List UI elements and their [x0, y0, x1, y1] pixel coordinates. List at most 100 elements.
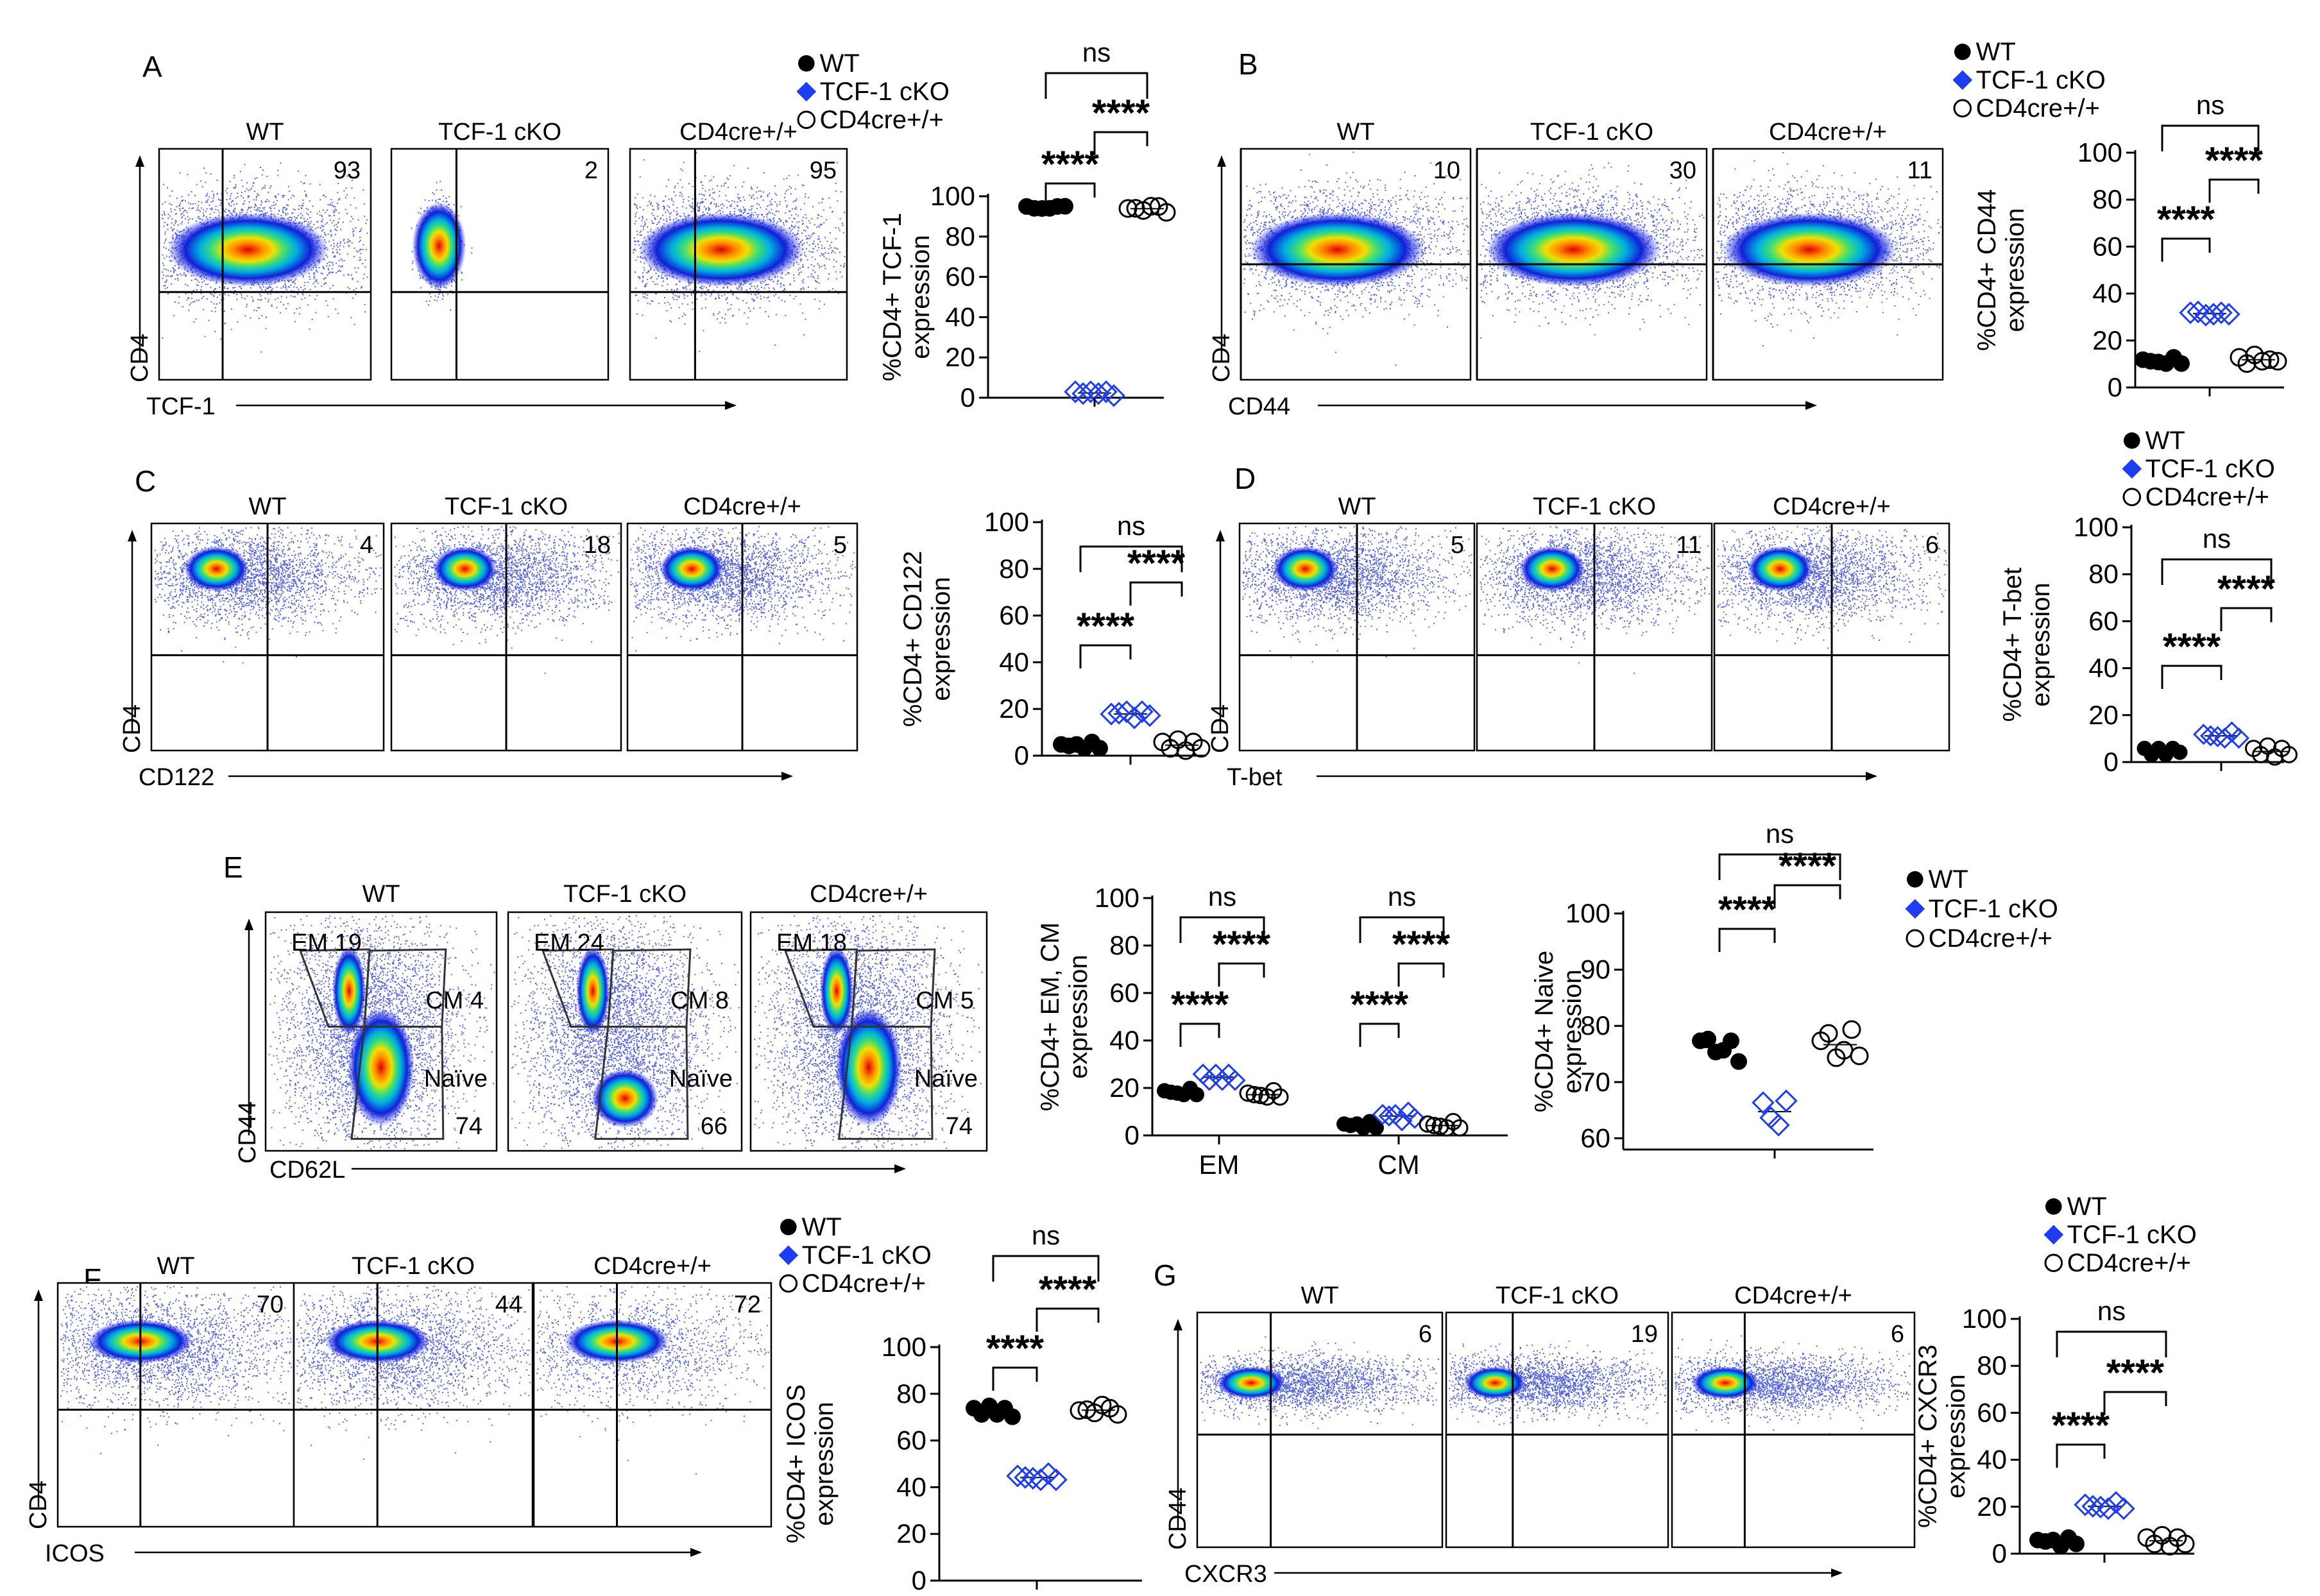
chart-E2-cre-point	[1850, 1046, 1869, 1065]
panel-D-plot-2-density-core	[1519, 546, 1585, 592]
chart-E2-sig-wt-cko: ****	[1718, 889, 1777, 931]
panel-D-x-arrow-head	[1866, 772, 1877, 781]
panel-G-plot-3-title: CD4cre+/+	[1734, 1282, 1852, 1309]
chart-C-bracket-wt-cko	[1079, 644, 1132, 668]
panel-A-plot-3-density-core	[638, 212, 804, 287]
chart-D-cko-point	[2213, 727, 2236, 749]
chart-E2-bracket-wt-cre	[1718, 853, 1841, 880]
chart-C-cko-point	[1130, 700, 1154, 724]
panel-E-plot-1-cm-label: CM 4	[425, 987, 484, 1014]
panel-D-plot-3-percent: 6	[1925, 532, 1939, 559]
panel-G-plot-2-events	[1449, 1340, 1667, 1427]
panel-E-plot-2-em-density	[576, 946, 610, 1036]
chart-F-cre-point	[1108, 1405, 1127, 1424]
chart-C-sig-wt-cre: ns	[1117, 511, 1145, 541]
chart-D-cko-point	[2199, 725, 2222, 747]
chart-D-cko-point	[2228, 727, 2250, 749]
chart-E2-bracket-wt-cko	[1718, 928, 1776, 952]
legend-B-wt-label: WT	[1976, 38, 2016, 66]
chart-B-sig-wt-cre: ns	[2196, 90, 2224, 120]
chart-B-cko-point	[2187, 300, 2210, 323]
chart-E2-y-label-line1: %CD4+ Naive	[1530, 951, 1558, 1112]
chart-A-cko-point	[1095, 380, 1118, 403]
chart-D-y-tick-label: 60	[2088, 606, 2119, 636]
panel-E-plot-3-cm-label: CM 5	[916, 987, 974, 1014]
panel-G-plot-2-density-core	[1463, 1366, 1526, 1400]
legend-G-wt-label: WT	[2067, 1193, 2107, 1221]
chart-F-sig-cko-cre: ****	[1039, 1269, 1097, 1311]
panel-F-plot-3-percent: 72	[734, 1291, 761, 1318]
panel-E-plot-2-naive-value: 66	[701, 1113, 728, 1140]
panel-B-plot-3-density-core	[1722, 212, 1897, 287]
chart-E1-y-tick-label: 20	[1109, 1073, 1139, 1103]
panel-E-plot-2-naive-density	[592, 1069, 658, 1128]
chart-D-y-label-line2: expression	[2027, 582, 2055, 706]
chart-B-y-label-line1: %CD4+ CD44	[1973, 189, 2001, 351]
chart-E1-y-tick-label: 100	[1095, 883, 1139, 913]
panel-E-plot-2-events	[511, 915, 740, 1150]
chart-E1-cko-point	[1404, 1107, 1426, 1129]
chart-E2-y-label-line2: expression	[1558, 969, 1587, 1093]
chart-G-y-tick-label: 0	[1992, 1538, 2007, 1568]
panel-C-letter: C	[135, 464, 156, 498]
chart-E2-cre-point	[1819, 1024, 1838, 1043]
chart-B-cko-point	[2202, 303, 2225, 326]
chart-C-bracket-wt-cre	[1079, 545, 1183, 572]
legend-G-cko-label: TCF-1 cKO	[2067, 1221, 2197, 1249]
chart-C-y-tick-label: 20	[999, 693, 1029, 724]
chart-G-cko-point	[2112, 1497, 2135, 1520]
chart-B-cre-point	[2268, 352, 2287, 371]
chart-D-y-label-line1: %CD4+ T-bet	[1999, 568, 2027, 722]
chart-D-sig-wt-cre: ns	[2203, 523, 2231, 554]
legend-A-wt-label: WT	[820, 49, 860, 78]
chart-E1-cko-point	[1198, 1069, 1220, 1091]
chart-D-y-tick-label: 40	[2088, 653, 2119, 683]
panel-A-y-label: CD4	[126, 334, 153, 382]
legend-F-wt-marker	[780, 1219, 797, 1235]
panel-F-y-arrow-head	[34, 1289, 43, 1301]
chart-A-cko-point	[1064, 380, 1087, 403]
chart-E1-sig-wt-cre: ns	[1388, 881, 1416, 912]
panel-C-plot-3-percent: 5	[833, 532, 847, 559]
panel-B-x-arrow-head	[1805, 401, 1817, 410]
panel-A-y-arrow-head	[135, 155, 144, 167]
chart-B-cre-point	[2253, 352, 2272, 371]
panel-G-plot-3-frame	[1671, 1311, 1916, 1549]
chart-A-sig-cko-cre: ****	[1092, 92, 1150, 134]
panel-F-plot-1-title: WT	[157, 1253, 194, 1280]
chart-F-cko-point	[1014, 1466, 1037, 1489]
panel-B-plot-1-title: WT	[1336, 119, 1374, 146]
chart-E1-cre-point	[1245, 1085, 1263, 1103]
chart-G-sig-wt-cko: ****	[2052, 1405, 2110, 1447]
panel-B-plot-1-event-dots	[1243, 151, 1469, 366]
panel-C-plot-3-events	[630, 526, 856, 652]
chart-E1-y-tick-label: 80	[1109, 930, 1139, 960]
chart-B-bracket-wt-cre	[2161, 124, 2260, 151]
panel-A-plot-2-title: TCF-1 cKO	[438, 119, 561, 146]
chart-E1-y-tick-label: 60	[1109, 978, 1139, 1008]
panel-F-plot-1-frame	[56, 1282, 295, 1528]
chart-F-bracket-wt-cre	[992, 1255, 1100, 1282]
chart-E2-wt-point	[1730, 1053, 1747, 1070]
chart-E1-sig-wt-cre: ns	[1208, 881, 1236, 912]
chart-C-cre-point	[1191, 738, 1211, 758]
chart-D-y-tick-label: 100	[2074, 512, 2119, 542]
chart-C-bracket-cko-cre	[1129, 581, 1183, 606]
panel-E-letter: E	[223, 851, 243, 884]
panel-G-plot-3-events	[1675, 1335, 1911, 1438]
chart-F-y-tick-label: 40	[896, 1472, 926, 1502]
chart-D-y-tick-label: 20	[2088, 700, 2119, 730]
chart-B-y-tick-label: 0	[2108, 372, 2122, 402]
panel-A-plot-1-events	[162, 162, 368, 353]
panel-C-plot-2-title: TCF-1 cKO	[445, 493, 568, 520]
panel-B-plot-2-density-core	[1486, 212, 1661, 287]
chart-G-cre-point	[2176, 1534, 2195, 1554]
panel-A-x-label: TCF-1	[146, 393, 216, 420]
panel-D-plot-1-percent: 5	[1451, 532, 1464, 559]
panel-A-plot-3-percent: 95	[810, 157, 837, 184]
chart-C-sig-cko-cre: ****	[1127, 543, 1186, 584]
panel-E-plot-1-em-label: EM 19	[291, 930, 362, 956]
chart-D-sig-cko-cre: ****	[2217, 568, 2276, 610]
chart-B-bracket-cko-cre	[2208, 178, 2260, 203]
legend-F-cko-label: TCF-1 cKO	[802, 1241, 932, 1269]
